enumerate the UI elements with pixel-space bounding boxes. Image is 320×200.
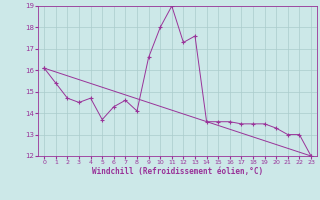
X-axis label: Windchill (Refroidissement éolien,°C): Windchill (Refroidissement éolien,°C) bbox=[92, 167, 263, 176]
